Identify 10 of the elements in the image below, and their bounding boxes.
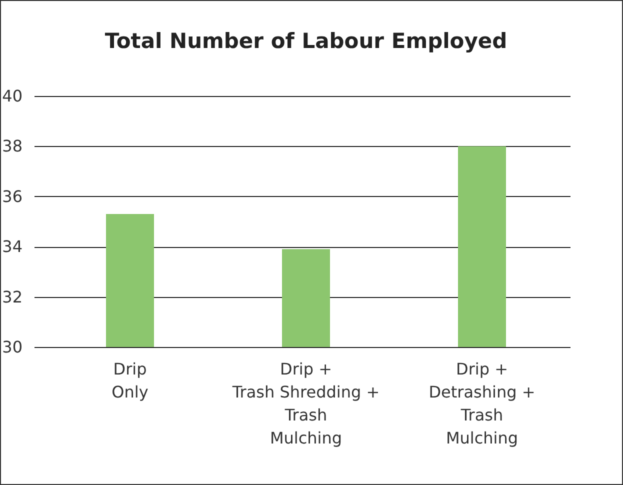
y-tick-label: 32 bbox=[2, 287, 22, 306]
x-tick-label: Drip + Detrashing + Trash Mulching bbox=[428, 360, 536, 448]
y-tick-label: 40 bbox=[2, 86, 22, 106]
y-tick-label: 36 bbox=[2, 186, 22, 206]
chart-title: Total Number of Labour Employed bbox=[104, 29, 508, 53]
y-tick-label: 30 bbox=[2, 338, 22, 356]
y-tick-label: 38 bbox=[2, 136, 22, 156]
x-tick-label: Drip + Trash Shredding + Trash Mulching bbox=[231, 360, 380, 448]
x-tick-label: Drip Only bbox=[112, 360, 148, 402]
y-tick-label: 34 bbox=[2, 237, 22, 256]
